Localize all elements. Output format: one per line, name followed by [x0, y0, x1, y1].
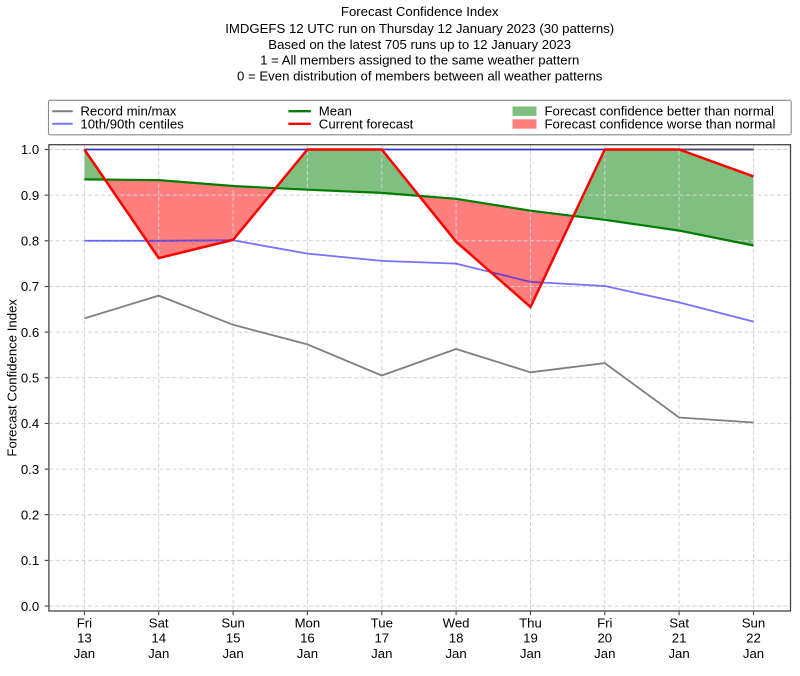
- svg-text:Jan: Jan: [371, 646, 392, 661]
- svg-text:Jan: Jan: [594, 646, 615, 661]
- svg-text:0.3: 0.3: [21, 462, 39, 477]
- svg-text:Sat: Sat: [669, 616, 689, 631]
- svg-text:Record min/max: Record min/max: [80, 104, 176, 119]
- svg-text:0.6: 0.6: [21, 325, 39, 340]
- svg-text:19: 19: [523, 631, 538, 646]
- svg-text:0.1: 0.1: [21, 553, 39, 568]
- svg-text:Forecast Confidence Index: Forecast Confidence Index: [5, 299, 20, 457]
- svg-text:Jan: Jan: [445, 646, 466, 661]
- svg-text:Wed: Wed: [443, 616, 470, 631]
- svg-text:0.7: 0.7: [21, 279, 39, 294]
- svg-text:15: 15: [226, 631, 241, 646]
- svg-text:Jan: Jan: [743, 646, 764, 661]
- svg-text:22: 22: [746, 631, 761, 646]
- svg-text:0.5: 0.5: [21, 371, 39, 386]
- svg-text:Sun: Sun: [742, 616, 765, 631]
- svg-text:0.8: 0.8: [21, 234, 39, 249]
- svg-text:10th/90th centiles: 10th/90th centiles: [80, 117, 184, 132]
- svg-text:Based on the latest 705 runs u: Based on the latest 705 runs up to 12 Ja…: [268, 37, 571, 52]
- svg-text:16: 16: [300, 631, 315, 646]
- svg-text:Jan: Jan: [222, 646, 243, 661]
- svg-text:Tue: Tue: [371, 616, 393, 631]
- svg-text:0.0: 0.0: [21, 599, 39, 614]
- svg-text:Mean: Mean: [319, 104, 352, 119]
- svg-text:0.9: 0.9: [21, 188, 39, 203]
- svg-text:Fri: Fri: [597, 616, 612, 631]
- svg-text:Forecast confidence better tha: Forecast confidence better than normal: [545, 104, 775, 119]
- svg-text:20: 20: [597, 631, 612, 646]
- svg-text:14: 14: [151, 631, 166, 646]
- svg-text:0 = Even distribution of membe: 0 = Even distribution of members between…: [237, 68, 603, 83]
- svg-text:Current forecast: Current forecast: [319, 117, 414, 132]
- svg-text:Forecast confidence worse than: Forecast confidence worse than normal: [545, 117, 776, 132]
- svg-text:18: 18: [449, 631, 464, 646]
- svg-text:Sun: Sun: [221, 616, 244, 631]
- svg-text:13: 13: [77, 631, 92, 646]
- svg-text:Jan: Jan: [297, 646, 318, 661]
- svg-text:17: 17: [374, 631, 389, 646]
- svg-text:0.4: 0.4: [21, 416, 39, 431]
- svg-text:Jan: Jan: [148, 646, 169, 661]
- svg-text:Sat: Sat: [149, 616, 169, 631]
- svg-text:Jan: Jan: [668, 646, 689, 661]
- svg-text:21: 21: [672, 631, 687, 646]
- svg-text:1 = All members assigned to th: 1 = All members assigned to the same wea…: [260, 53, 579, 68]
- svg-text:Mon: Mon: [295, 616, 321, 631]
- svg-text:Thu: Thu: [519, 616, 542, 631]
- svg-text:IMDGEFS 12 UTC run on Thursday: IMDGEFS 12 UTC run on Thursday 12 Januar…: [225, 21, 614, 36]
- svg-text:Jan: Jan: [520, 646, 541, 661]
- svg-text:1.0: 1.0: [21, 142, 39, 157]
- svg-text:Jan: Jan: [74, 646, 95, 661]
- svg-text:Forecast Confidence Index: Forecast Confidence Index: [341, 4, 499, 19]
- svg-text:0.2: 0.2: [21, 508, 39, 523]
- svg-text:Fri: Fri: [77, 616, 92, 631]
